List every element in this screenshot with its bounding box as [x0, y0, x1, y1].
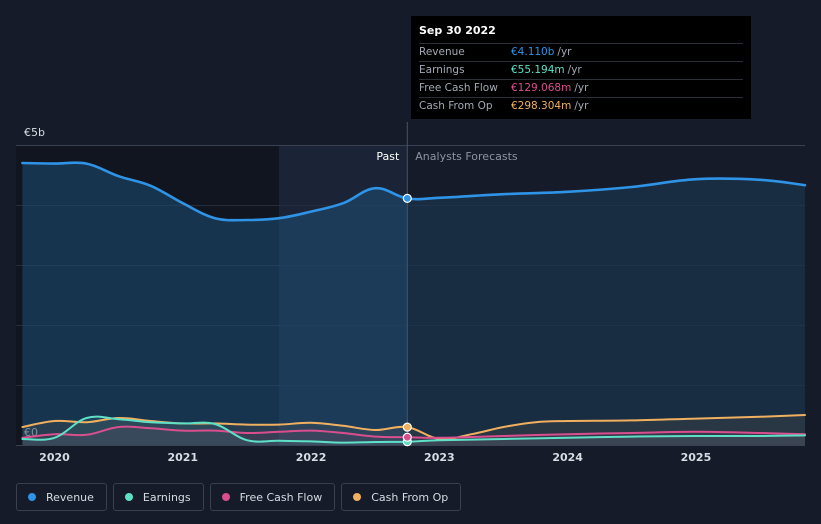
legend: Revenue Earnings Free Cash Flow Cash Fro… [16, 483, 462, 511]
free-cash-flow-marker [402, 432, 412, 442]
legend-item-free-cash-flow[interactable]: Free Cash Flow [209, 483, 336, 511]
x-tick-label: 2024 [552, 451, 583, 464]
legend-label: Revenue [46, 490, 94, 504]
x-tick-label: 2025 [681, 451, 712, 464]
legend-item-revenue[interactable]: Revenue [16, 483, 107, 511]
revenue-marker [402, 193, 412, 203]
legend-label: Free Cash Flow [239, 490, 323, 504]
tooltip-row-cash-from-op: Cash From Op €298.304m /yr [419, 98, 743, 115]
cash-from-op-line [21, 414, 806, 441]
tooltip-row-free-cash-flow: Free Cash Flow €129.068m /yr [419, 80, 743, 98]
forecast-label: Analysts Forecasts [415, 150, 518, 163]
tooltip-unit: /yr [574, 82, 589, 94]
tooltip-unit: /yr [557, 46, 572, 58]
x-tick-label: 2023 [424, 451, 455, 464]
tooltip-value: €298.304m [511, 100, 572, 112]
tooltip-label: Cash From Op [419, 100, 493, 112]
free-cash-flow-line [21, 425, 806, 439]
revenue-line [21, 161, 807, 222]
x-tick-label: 2021 [167, 451, 198, 464]
tooltip-unit: /yr [574, 100, 589, 112]
tooltip-unit: /yr [567, 64, 582, 76]
legend-item-cash-from-op[interactable]: Cash From Op [341, 483, 462, 511]
tooltip-date: Sep 30 2022 [419, 24, 743, 44]
legend-label: Earnings [142, 490, 191, 504]
tooltip-value: €129.068m [511, 82, 572, 94]
x-tick-label: 2020 [39, 451, 70, 464]
legend-label: Cash From Op [371, 490, 449, 504]
tooltip-label: Free Cash Flow [419, 82, 498, 94]
legend-dot-icon [124, 493, 133, 501]
revenue-area [22, 162, 408, 445]
legend-item-earnings[interactable]: Earnings [112, 483, 204, 511]
tooltip: Sep 30 2022 Revenue €4.110b /yr Earnings… [411, 16, 751, 119]
legend-dot-icon [28, 493, 36, 501]
revenue-forecast-area [407, 178, 805, 445]
y-tick-label: €5b [24, 126, 45, 139]
legend-dot-icon [221, 493, 230, 501]
tooltip-label: Earnings [419, 64, 465, 76]
tooltip-row-revenue: Revenue €4.110b /yr [419, 44, 743, 62]
tooltip-value: €55.194m [511, 64, 565, 76]
tooltip-label: Revenue [419, 46, 465, 58]
tooltip-value: €4.110b [511, 46, 555, 58]
legend-dot-icon [353, 493, 362, 501]
earnings-line [21, 415, 806, 444]
tooltip-row-earnings: Earnings €55.194m /yr [419, 62, 743, 80]
x-tick-label: 2022 [296, 451, 327, 464]
past-label: Past [376, 150, 400, 163]
cash-from-op-marker [402, 422, 412, 432]
